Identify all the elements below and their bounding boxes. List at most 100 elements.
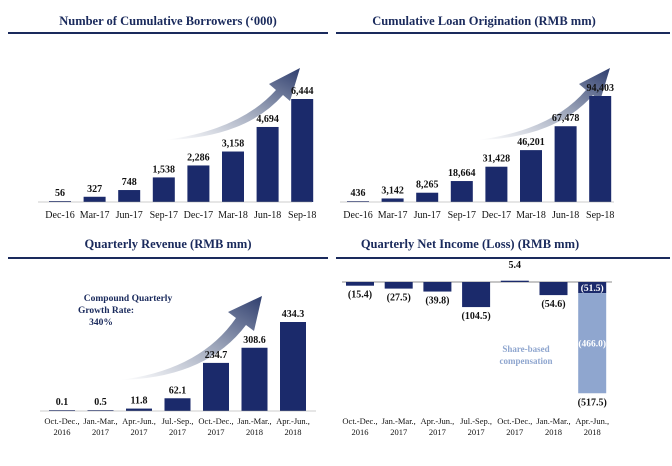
- netincome-bar-2: [384, 282, 413, 289]
- loan-tick-3: Jun-17: [414, 210, 441, 221]
- netincome-value-label-6: (54.6): [541, 299, 565, 310]
- netincome-tick-7-line-2: 2018: [584, 427, 601, 437]
- share-based-label-line-1: Share-based: [502, 344, 549, 354]
- loan-bars: 436 Dec-16 3,142 Mar-17 8,265 Jun-17 18,664 Sep…: [343, 83, 614, 221]
- revenue-tick-5-line-2: 2017: [208, 427, 225, 437]
- loan-value-label-3: 8,265: [416, 180, 439, 191]
- loan-value-label-2: 3,142: [381, 185, 404, 196]
- revenue-bar-5: [203, 362, 229, 411]
- loan-value-label-5: 31,428: [483, 154, 511, 165]
- panel-net-income: Quarterly Net Income (Loss) (RMB mm) (15…: [336, 237, 670, 437]
- netincome-title: Quarterly Net Income (Loss) (RMB mm): [361, 237, 579, 251]
- revenue-tick-3-line-1: Apr.-Jun.,: [122, 416, 156, 426]
- panel-loan-origination: Cumulative Loan Origination (RMB mm) ~21…: [336, 14, 670, 221]
- share-based-annotation: Share-based compensation: [499, 344, 552, 366]
- netincome-value-label-2: (27.5): [387, 293, 411, 304]
- borrowers-value-label-8: 6,444: [291, 86, 314, 97]
- revenue-value-label-4: 62.1: [169, 385, 187, 396]
- revenue-tick-1-line-1: Oct.-Dec.,: [44, 416, 79, 426]
- borrowers-title: Number of Cumulative Borrowers (‘000): [59, 14, 277, 28]
- loan-tick-7: Jun-18: [552, 210, 579, 221]
- netincome-tick-6-line-2: 2018: [545, 427, 562, 437]
- borrowers-tick-7: Jun-18: [254, 210, 281, 221]
- netincome-tick-2-line-1: Jan.-Mar.,: [382, 416, 416, 426]
- loan-title: Cumulative Loan Origination (RMB mm): [372, 14, 596, 28]
- revenue-tick-5-line-1: Oct.-Dec.,: [198, 416, 233, 426]
- revenue-note-line-3: 340%: [89, 318, 113, 328]
- loan-bar-8: [589, 96, 612, 202]
- revenue-note-line-1: Compound Quarterly: [84, 294, 173, 304]
- borrowers-tick-4: Sep-17: [150, 210, 178, 221]
- revenue-bar-6: [241, 347, 268, 411]
- revenue-tick-2-line-1: Jan.-Mar.,: [83, 416, 117, 426]
- borrowers-value-label-6: 3,158: [222, 139, 245, 150]
- borrowers-bar-4: [152, 177, 175, 202]
- netincome-tick-3-line-1: Apr.-Jun.,: [421, 416, 455, 426]
- revenue-tick-2-line-2: 2017: [92, 427, 109, 437]
- loan-value-label-1: 436: [351, 188, 366, 199]
- netincome-tick-5-line-2: 2017: [506, 427, 523, 437]
- revenue-bar-4: [164, 398, 191, 411]
- loan-tick-1: Dec-16: [343, 210, 372, 221]
- netincome-bar-7-segment-2: [578, 293, 607, 394]
- revenue-bar-1: [49, 410, 75, 411]
- netincome-bar-1: [346, 282, 374, 286]
- revenue-cagr-note: Compound Quarterly Growth Rate: 340%: [78, 294, 172, 328]
- loan-bar-4: [450, 181, 473, 202]
- netincome-tick-1-line-2: 2016: [352, 427, 369, 437]
- loan-value-label-7: 67,478: [552, 113, 580, 124]
- share-based-label-line-2: compensation: [499, 356, 552, 366]
- revenue-value-label-1: 0.1: [56, 397, 69, 408]
- revenue-note-line-2: Growth Rate:: [78, 306, 134, 316]
- loan-bar-5: [485, 166, 508, 202]
- borrowers-tick-3: Jun-17: [116, 210, 143, 221]
- netincome-bar-3: [423, 282, 452, 292]
- borrowers-bar-8: [291, 99, 314, 202]
- loan-tick-6: Mar-18: [516, 210, 546, 221]
- revenue-tick-6-line-1: Jan.-Mar.,: [237, 416, 271, 426]
- borrowers-tick-6: Mar-18: [218, 210, 248, 221]
- revenue-tick-4-line-1: Jul.-Sep.,: [162, 416, 194, 426]
- revenue-tick-7-line-2: 2018: [285, 427, 302, 437]
- loan-arrow-label: ~216x: [504, 68, 529, 79]
- borrowers-value-label-3: 748: [122, 177, 137, 188]
- netincome-tick-7-line-1: Apr.-Jun.,: [575, 416, 609, 426]
- loan-tick-8: Sep-18: [586, 210, 614, 221]
- loan-bar-7: [554, 126, 577, 202]
- netincome-tick-1-line-1: Oct.-Dec.,: [342, 416, 377, 426]
- revenue-value-label-2: 0.5: [94, 397, 107, 408]
- loan-bar-6: [520, 150, 542, 202]
- revenue-value-label-7: 434.3: [282, 309, 305, 320]
- revenue-bar-2: [87, 410, 114, 411]
- revenue-bar-7: [280, 322, 306, 411]
- netincome-value-label-5: 5.4: [509, 260, 522, 271]
- borrowers-tick-5: Dec-17: [184, 210, 213, 221]
- netincome-tick-3-line-2: 2017: [429, 427, 446, 437]
- netincome-tick-5-line-1: Oct.-Dec.,: [497, 416, 532, 426]
- panel-borrowers: Number of Cumulative Borrowers (‘000) ~1…: [8, 14, 328, 221]
- borrowers-value-label-4: 1,538: [153, 164, 176, 175]
- netincome-bar-5: [500, 280, 529, 282]
- netincome-value-label-7: (517.5): [578, 397, 607, 408]
- borrowers-arrow-label: ~114x: [210, 70, 235, 81]
- revenue-tick-1-line-2: 2016: [54, 427, 71, 437]
- panel-revenue: Quarterly Revenue (RMB mm) Compound Quar…: [8, 237, 328, 437]
- netincome-bar-7-segment-1: [578, 282, 607, 294]
- growth-arrow-loan: ~216x: [478, 68, 610, 140]
- loan-tick-4: Sep-17: [448, 210, 476, 221]
- netincome-tick-2-line-2: 2017: [390, 427, 407, 437]
- netincome-value-label-4: (104.5): [462, 311, 491, 322]
- revenue-title: Quarterly Revenue (RMB mm): [85, 237, 252, 251]
- borrowers-bars: 56 Dec-16 327 Mar-17 748 Jun-17 1,538 Sep-17 2,2…: [45, 86, 316, 221]
- borrowers-bar-5: [187, 165, 210, 202]
- netincome-segment-label-2: (466.0): [578, 339, 606, 350]
- borrowers-bar-2: [83, 196, 106, 202]
- borrowers-bar-6: [222, 151, 244, 202]
- loan-value-label-4: 18,664: [448, 168, 476, 179]
- loan-value-label-8: 94,403: [586, 83, 614, 94]
- growth-arrow-revenue: [120, 296, 262, 380]
- borrowers-tick-1: Dec-16: [45, 210, 74, 221]
- revenue-tick-3-line-2: 2017: [131, 427, 148, 437]
- netincome-bar-6: [539, 282, 568, 296]
